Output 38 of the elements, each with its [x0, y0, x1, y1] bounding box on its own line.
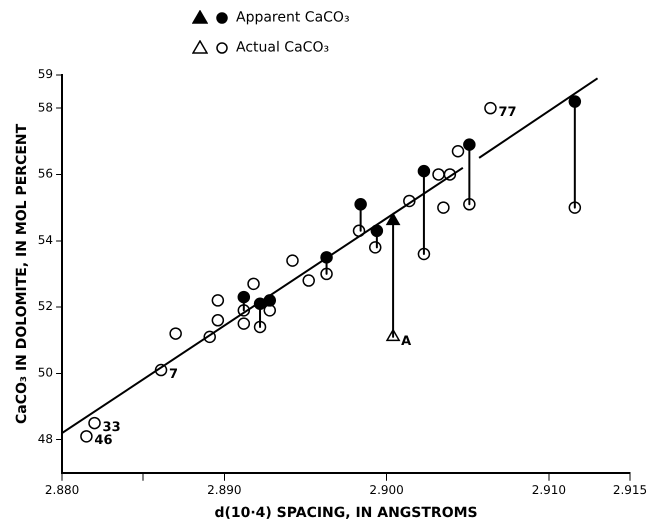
point [418, 164, 430, 178]
legend-label: Apparent CaCO₃ [236, 10, 350, 26]
x-tick-label: 2.890 [207, 483, 242, 498]
x-tick-label: 2.880 [44, 483, 80, 498]
point [437, 201, 450, 214]
point [302, 274, 315, 287]
x-tick-label: 2.900 [369, 483, 404, 498]
point [463, 138, 476, 151]
point [80, 430, 93, 443]
point [212, 314, 224, 327]
point [238, 317, 250, 330]
point [432, 168, 445, 181]
point [212, 294, 224, 307]
y-tick-label: 59 [38, 67, 54, 82]
point [169, 327, 182, 340]
point [247, 278, 260, 290]
x-tick-label: 2.915 [612, 483, 648, 498]
y-tick-label: 48 [38, 432, 54, 446]
annotation: 77 [498, 105, 517, 120]
x-axis-title: d(10·4) SPACING, IN ANGSTROMS [214, 505, 478, 522]
annotation: 46 [94, 433, 113, 448]
y-axis-title: CaCO₃ IN DOLOMITE, IN MOL PERCENT [14, 123, 30, 424]
point [354, 198, 367, 211]
point [286, 254, 299, 267]
y-tick-label: 50 [38, 365, 54, 380]
point [452, 144, 464, 158]
x-tick-label: 2.910 [532, 483, 566, 498]
annotation: 33 [102, 420, 121, 435]
point [88, 416, 101, 430]
y-tick-label: 54 [38, 232, 54, 247]
y-tick-label: 56 [38, 166, 54, 181]
point [238, 290, 250, 304]
annotation: A [401, 334, 412, 349]
legend-label: Actual CaCO₃ [236, 40, 330, 56]
annotation: 7 [169, 366, 178, 382]
y-tick-label: 58 [38, 100, 54, 114]
y-tick-label: 52 [38, 299, 54, 314]
point [484, 102, 497, 114]
